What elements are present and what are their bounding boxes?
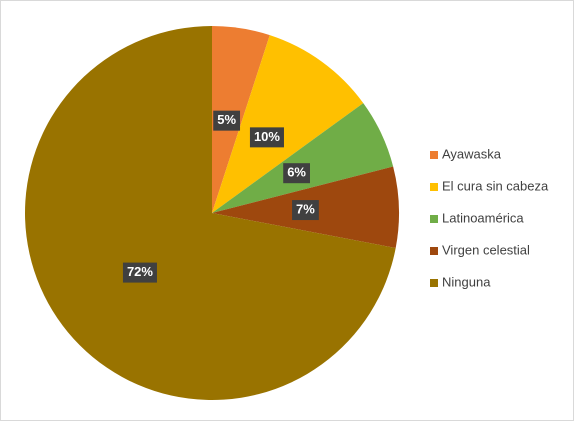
data-label: 10%: [254, 129, 280, 144]
legend-label: Virgen celestial: [442, 242, 530, 257]
data-label: 72%: [127, 264, 153, 279]
data-label-box: [213, 110, 241, 131]
data-label-box: [249, 127, 284, 148]
pie-slice: [25, 26, 396, 400]
pie-slice: [212, 35, 364, 213]
legend-label: Ninguna: [442, 274, 491, 289]
data-label-box: [283, 163, 310, 184]
legend-swatch: [430, 247, 438, 255]
legend-swatch: [430, 183, 438, 191]
data-label-box: [122, 262, 157, 283]
pie-slice: [212, 103, 394, 213]
data-label: 6%: [287, 165, 306, 180]
pie-slice: [212, 26, 270, 213]
data-label: 7%: [296, 202, 315, 217]
legend-label: El cura sin cabeza: [442, 178, 549, 193]
legend-swatch: [430, 279, 438, 287]
legend-swatch: [430, 215, 438, 223]
legend-label: Ayawaska: [442, 146, 502, 161]
data-label-box: [292, 200, 319, 221]
legend-label: Latinoamérica: [442, 210, 524, 225]
legend-swatch: [430, 151, 438, 159]
data-label: 5%: [217, 112, 236, 127]
